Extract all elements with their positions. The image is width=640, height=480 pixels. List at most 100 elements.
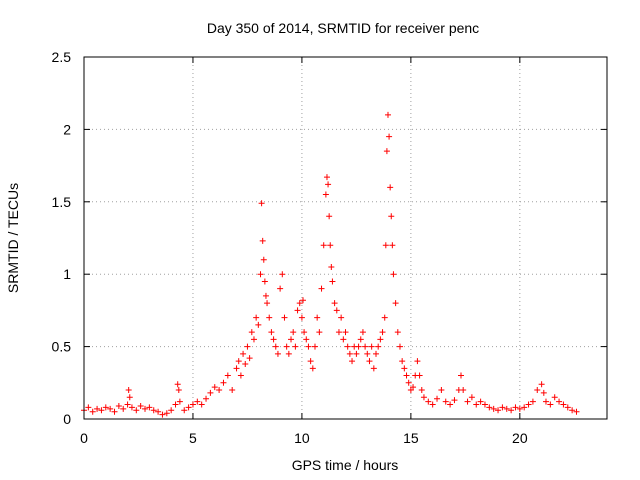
data-point [542,398,549,405]
data-point [323,174,330,181]
data-point [320,242,327,249]
data-point [387,184,394,191]
data-point [564,404,571,411]
data-point [451,397,458,404]
data-point [346,350,353,357]
data-point [174,381,181,388]
data-point [290,329,297,336]
data-point [368,343,375,350]
data-point [331,300,338,307]
data-point [181,407,188,414]
data-point [460,387,467,394]
data-point [342,329,349,336]
data-point [401,365,408,372]
chart-title: Day 350 of 2014, SRMTID for receiver pen… [207,20,479,36]
data-point [292,343,299,350]
data-point [381,314,388,321]
data-point [281,314,288,321]
data-point [490,405,497,412]
data-point [185,404,192,411]
data-point [316,329,323,336]
data-point [340,336,347,343]
data-point [512,404,519,411]
data-point [508,407,515,414]
data-point [307,358,314,365]
data-point [333,307,340,314]
data-point [203,395,210,402]
data-point [551,394,558,401]
data-point [382,242,389,249]
y-tick-label: 0.5 [52,339,72,355]
data-point [370,365,377,372]
data-point [168,407,175,414]
data-point [344,343,351,350]
data-point [434,395,441,402]
data-point [309,365,316,372]
data-point [396,343,403,350]
data-point [194,398,201,405]
data-point [250,336,257,343]
data-point [85,404,92,411]
data-point [159,411,166,418]
data-point [98,407,105,414]
data-point [364,350,371,357]
data-point [261,278,268,285]
data-point [447,401,454,408]
data-point [329,278,336,285]
y-tick-label: 2.5 [52,49,72,65]
data-point [146,404,153,411]
data-point [379,329,386,336]
data-point [429,401,436,408]
data-point [189,401,196,408]
x-tick-label: 0 [80,430,88,446]
data-point [262,292,269,299]
data-point [288,336,295,343]
data-point [375,343,382,350]
x-tick-label: 5 [189,430,197,446]
data-point [573,408,580,415]
grid [84,57,607,419]
data-point [362,343,369,350]
data-point [377,336,384,343]
data-point [240,350,247,357]
data-point [384,111,391,118]
data-point [525,401,532,408]
data-point [353,350,360,357]
data-point [420,394,427,401]
data-point [355,343,362,350]
data-point [283,343,290,350]
data-point [414,358,421,365]
data-point [464,398,471,405]
data-point [242,360,249,367]
data-point [296,300,303,307]
data-point [399,358,406,365]
data-point [486,404,493,411]
data-point [425,398,432,405]
data-point [442,398,449,405]
data-point [326,213,333,220]
data-point [298,314,305,321]
x-ticks: 0 5 10 15 20 [80,57,528,446]
data-point [392,300,399,307]
data-point [322,191,329,198]
data-point [255,321,262,328]
data-point [301,329,308,336]
data-point [102,404,109,411]
data-point [235,358,242,365]
data-point [473,401,480,408]
data-point [274,350,281,357]
data-point [248,329,255,336]
data-point [268,329,275,336]
y-tick-label: 0 [63,411,71,427]
data-point [438,387,445,394]
data-point [405,379,412,386]
data-point [318,285,325,292]
data-point [366,358,373,365]
data-point [279,271,286,278]
data-point [124,401,131,408]
data-point [233,365,240,372]
data-point [172,401,179,408]
data-point [403,372,410,379]
x-tick-label: 20 [512,430,528,446]
